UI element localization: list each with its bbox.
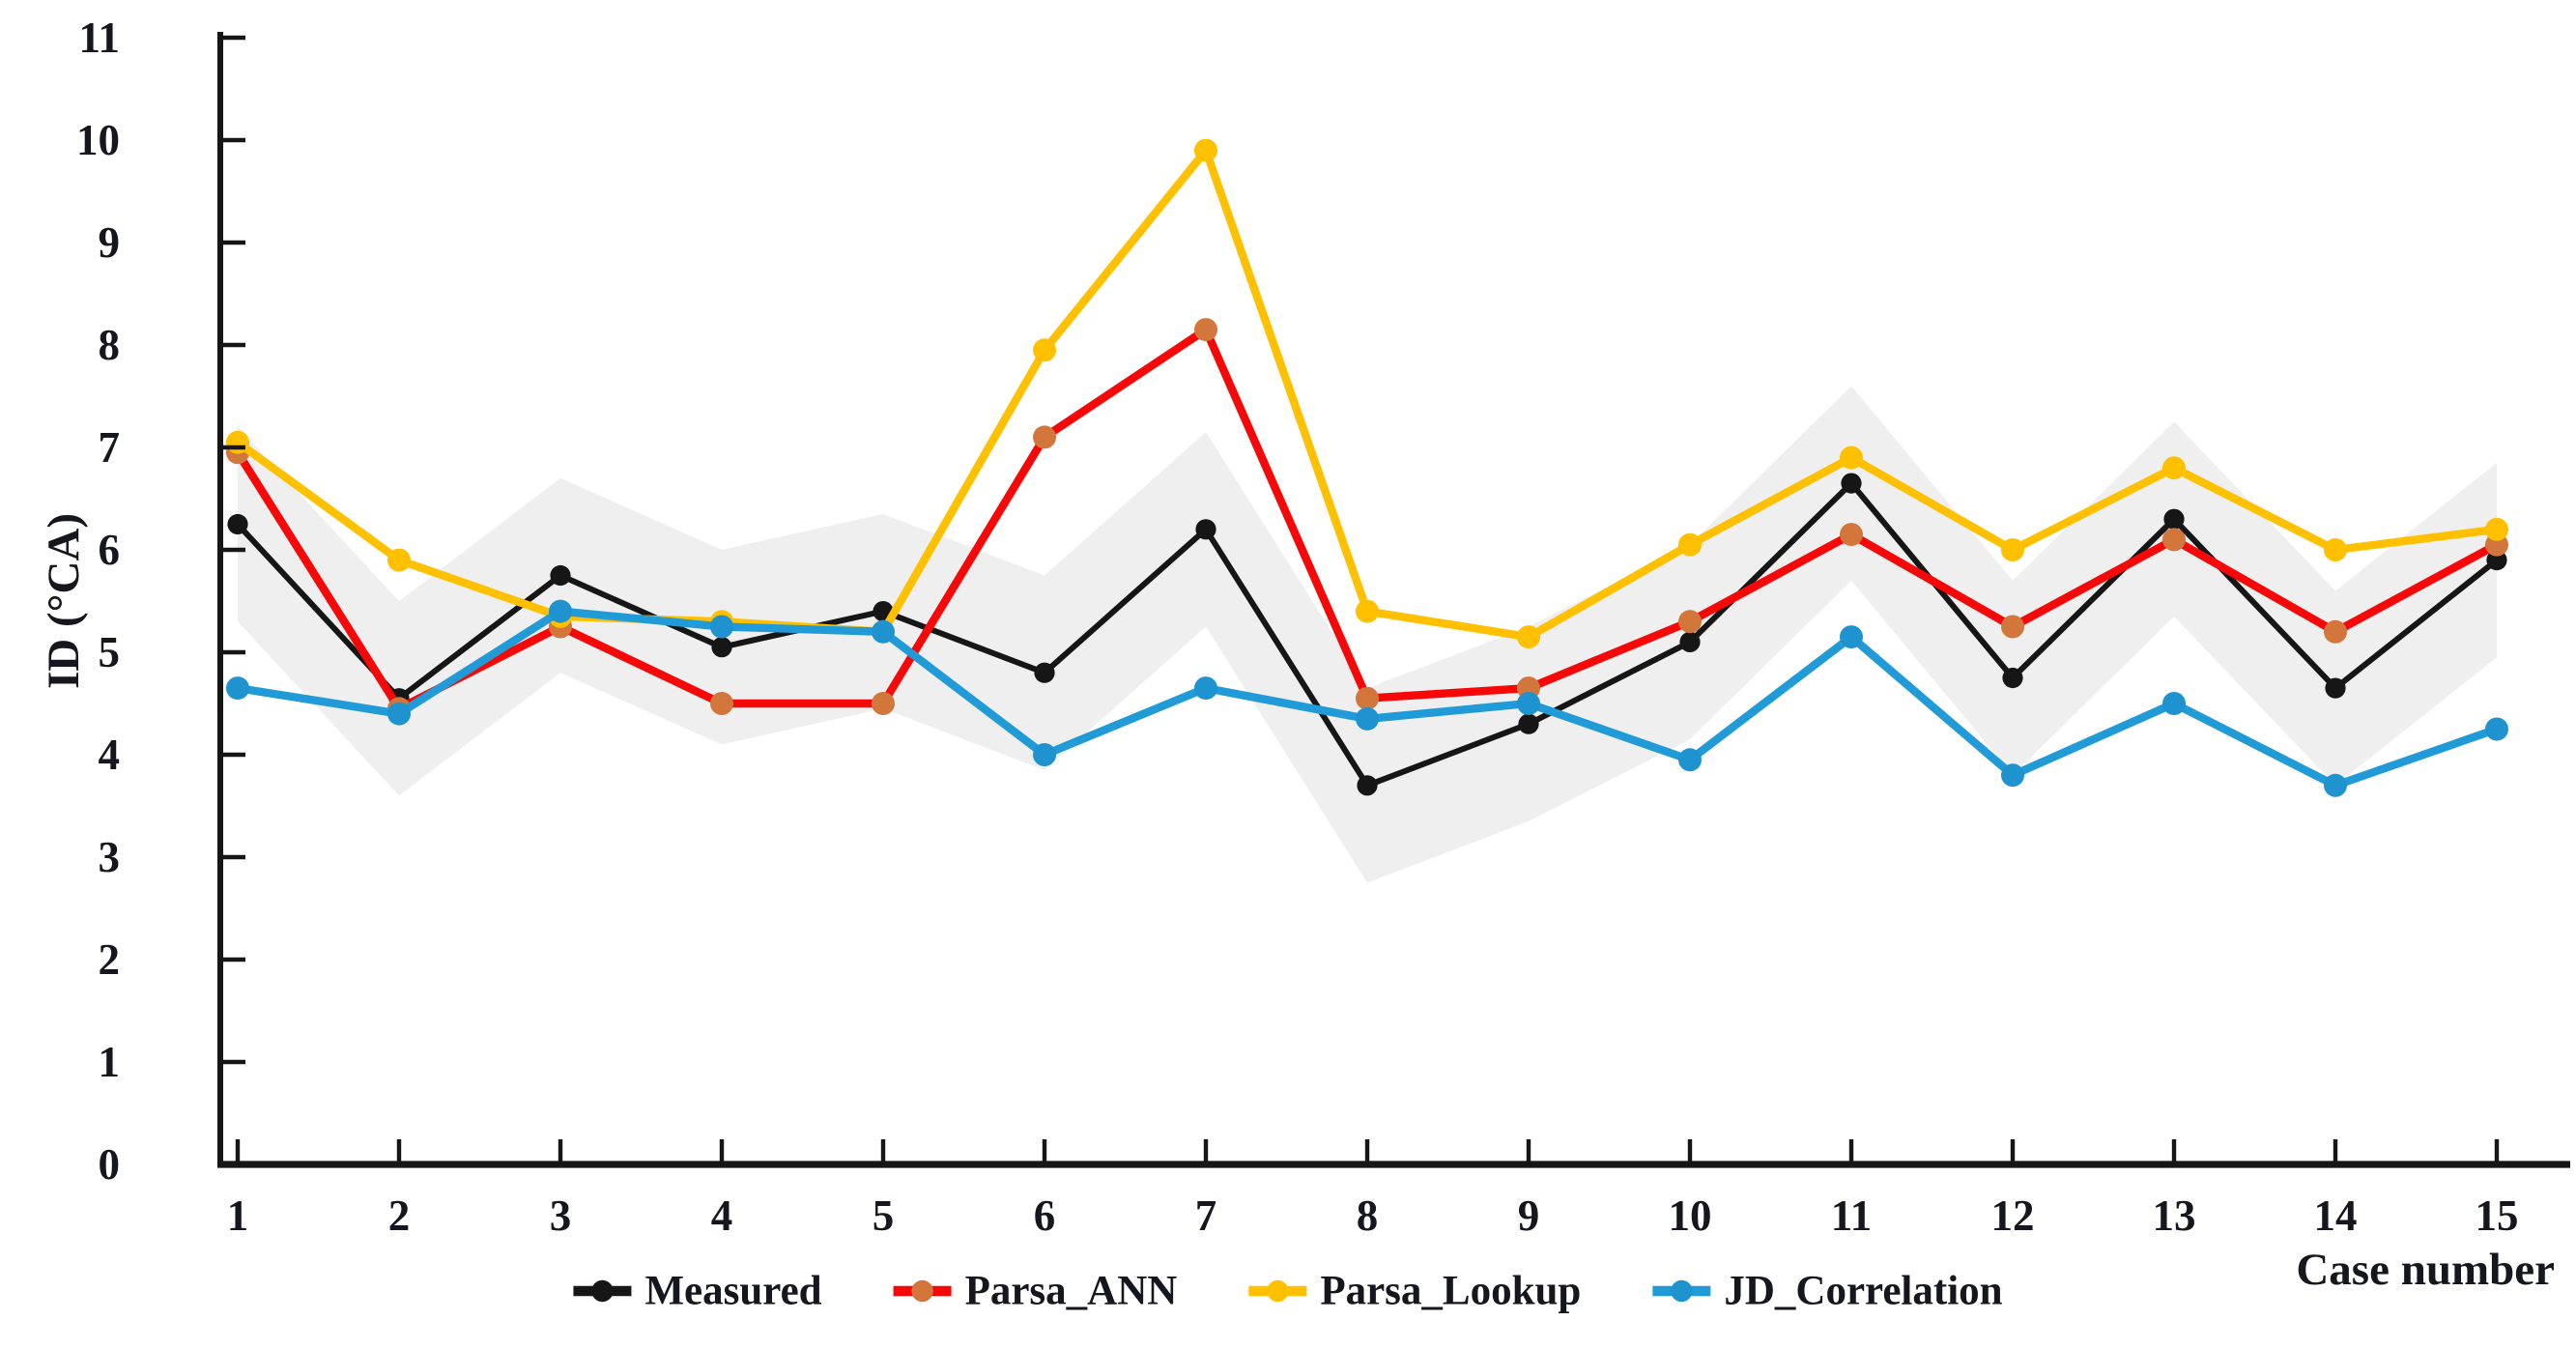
y-tick-label-9: 9	[99, 218, 121, 267]
marker-jd-correlation-case-11	[1840, 625, 1863, 649]
legend-label-parsa-lookup: Parsa_Lookup	[1320, 1269, 1581, 1314]
y-tick-label-5: 5	[99, 628, 121, 676]
y-tick-label-1: 1	[99, 1038, 121, 1086]
marker-jd-correlation-case-12	[2001, 763, 2024, 788]
legend-label-parsa-ann: Parsa_ANN	[965, 1269, 1178, 1314]
marker-parsa-lookup-case-9	[1517, 625, 1540, 649]
marker-jd-correlation-case-15	[2485, 717, 2508, 741]
legend-label-measured: Measured	[644, 1269, 821, 1314]
marker-jd-correlation-case-7	[1194, 676, 1217, 701]
y-axis-title: ID (°CA)	[39, 513, 89, 689]
x-tick-label-5: 5	[873, 1191, 895, 1240]
marker-parsa-lookup-case-1	[226, 430, 249, 454]
marker-parsa-ann-case-11	[1840, 523, 1863, 547]
x-tick-label-9: 9	[1518, 1191, 1540, 1240]
marker-parsa-ann-case-10	[1678, 610, 1702, 634]
marker-parsa-lookup-case-15	[2485, 517, 2508, 541]
x-tick-label-12: 12	[1991, 1191, 2035, 1240]
legend-item-parsa-ann: Parsa_ANN	[893, 1269, 1178, 1314]
marker-measured-case-1	[227, 513, 248, 535]
marker-jd-correlation-case-8	[1356, 706, 1379, 731]
x-tick-label-13: 13	[2153, 1191, 2196, 1240]
marker-measured-case-10	[1679, 631, 1701, 653]
y-tick-label-8: 8	[99, 321, 121, 369]
x-tick-label-8: 8	[1357, 1191, 1379, 1240]
marker-jd-correlation-case-3	[549, 599, 572, 623]
marker-measured-case-11	[1841, 473, 1862, 494]
marker-parsa-lookup-case-10	[1678, 532, 1702, 557]
x-tick-label-10: 10	[1669, 1191, 1712, 1240]
marker-parsa-lookup-case-12	[2001, 538, 2024, 561]
x-tick-label-15: 15	[2476, 1191, 2519, 1240]
x-tick-label-4: 4	[711, 1191, 733, 1240]
y-tick-label-7: 7	[99, 423, 121, 472]
x-tick-label-7: 7	[1195, 1191, 1217, 1240]
marker-parsa-lookup-case-7	[1194, 138, 1217, 162]
legend: Measured Parsa_ANN Parsa_Lookup JD_Correlat…	[573, 1269, 2003, 1314]
marker-parsa-lookup-case-8	[1356, 599, 1379, 623]
x-tick-label-11: 11	[1831, 1191, 1873, 1240]
x-tick-label-6: 6	[1034, 1191, 1056, 1240]
y-tick-label-4: 4	[99, 731, 121, 779]
y-tick-label-3: 3	[99, 833, 121, 881]
marker-measured-case-6	[1034, 662, 1055, 683]
marker-parsa-ann-case-14	[2324, 619, 2347, 644]
legend-label-jd-correlation: JD_Correlation	[1724, 1269, 2002, 1314]
marker-jd-correlation-case-9	[1517, 692, 1540, 715]
marker-parsa-ann-case-13	[2162, 528, 2186, 552]
marker-parsa-lookup-case-2	[387, 548, 411, 572]
marker-parsa-lookup-case-11	[1840, 445, 1863, 470]
marker-measured-case-7	[1195, 519, 1216, 540]
y-tick-label-0: 0	[99, 1140, 121, 1189]
legend-marker-parsa-lookup-icon	[1267, 1279, 1289, 1303]
marker-measured-case-8	[1357, 775, 1378, 796]
marker-measured-case-3	[550, 564, 571, 587]
y-tick-label-10: 10	[76, 116, 120, 164]
legend-item-measured: Measured	[573, 1269, 822, 1314]
legend-item-jd-correlation: JD_Correlation	[1652, 1269, 2003, 1314]
legend-marker-parsa-ann-icon	[911, 1279, 933, 1303]
marker-parsa-lookup-case-13	[2162, 456, 2186, 480]
legend-marker-jd-correlation-icon	[1671, 1279, 1693, 1303]
legend-item-parsa-lookup: Parsa_Lookup	[1248, 1269, 1581, 1314]
marker-measured-case-12	[2002, 667, 2023, 689]
marker-parsa-ann-case-6	[1033, 425, 1056, 449]
x-tick-label-3: 3	[550, 1191, 572, 1240]
x-tick-label-2: 2	[388, 1191, 411, 1240]
marker-parsa-ann-case-5	[872, 692, 895, 715]
y-tick-label-11: 11	[78, 14, 120, 62]
y-tick-label-6: 6	[99, 526, 121, 574]
uncertainty-band	[238, 386, 2497, 883]
x-tick-label-1: 1	[227, 1191, 249, 1240]
marker-jd-correlation-case-13	[2162, 692, 2186, 715]
marker-jd-correlation-case-2	[387, 702, 411, 726]
marker-measured-case-4	[711, 637, 732, 658]
marker-jd-correlation-case-6	[1033, 743, 1056, 766]
x-axis-title: Case number	[2296, 1245, 2555, 1295]
marker-parsa-ann-case-12	[2001, 615, 2024, 639]
marker-jd-correlation-case-4	[710, 615, 733, 639]
legend-marker-measured-icon	[591, 1279, 614, 1303]
marker-parsa-ann-case-8	[1356, 686, 1379, 710]
marker-parsa-ann-case-7	[1194, 318, 1217, 342]
marker-jd-correlation-case-1	[226, 676, 249, 701]
marker-measured-case-9	[1518, 713, 1539, 734]
y-tick-label-2: 2	[99, 935, 121, 984]
marker-jd-correlation-case-10	[1678, 748, 1702, 772]
marker-measured-case-14	[2325, 677, 2346, 699]
marker-jd-correlation-case-14	[2324, 773, 2347, 797]
marker-jd-correlation-case-5	[872, 619, 895, 644]
marker-parsa-lookup-case-14	[2324, 538, 2347, 561]
x-tick-label-14: 14	[2314, 1191, 2358, 1240]
marker-parsa-lookup-case-6	[1033, 338, 1056, 362]
marker-measured-case-13	[2163, 508, 2185, 530]
marker-parsa-ann-case-4	[710, 692, 733, 715]
